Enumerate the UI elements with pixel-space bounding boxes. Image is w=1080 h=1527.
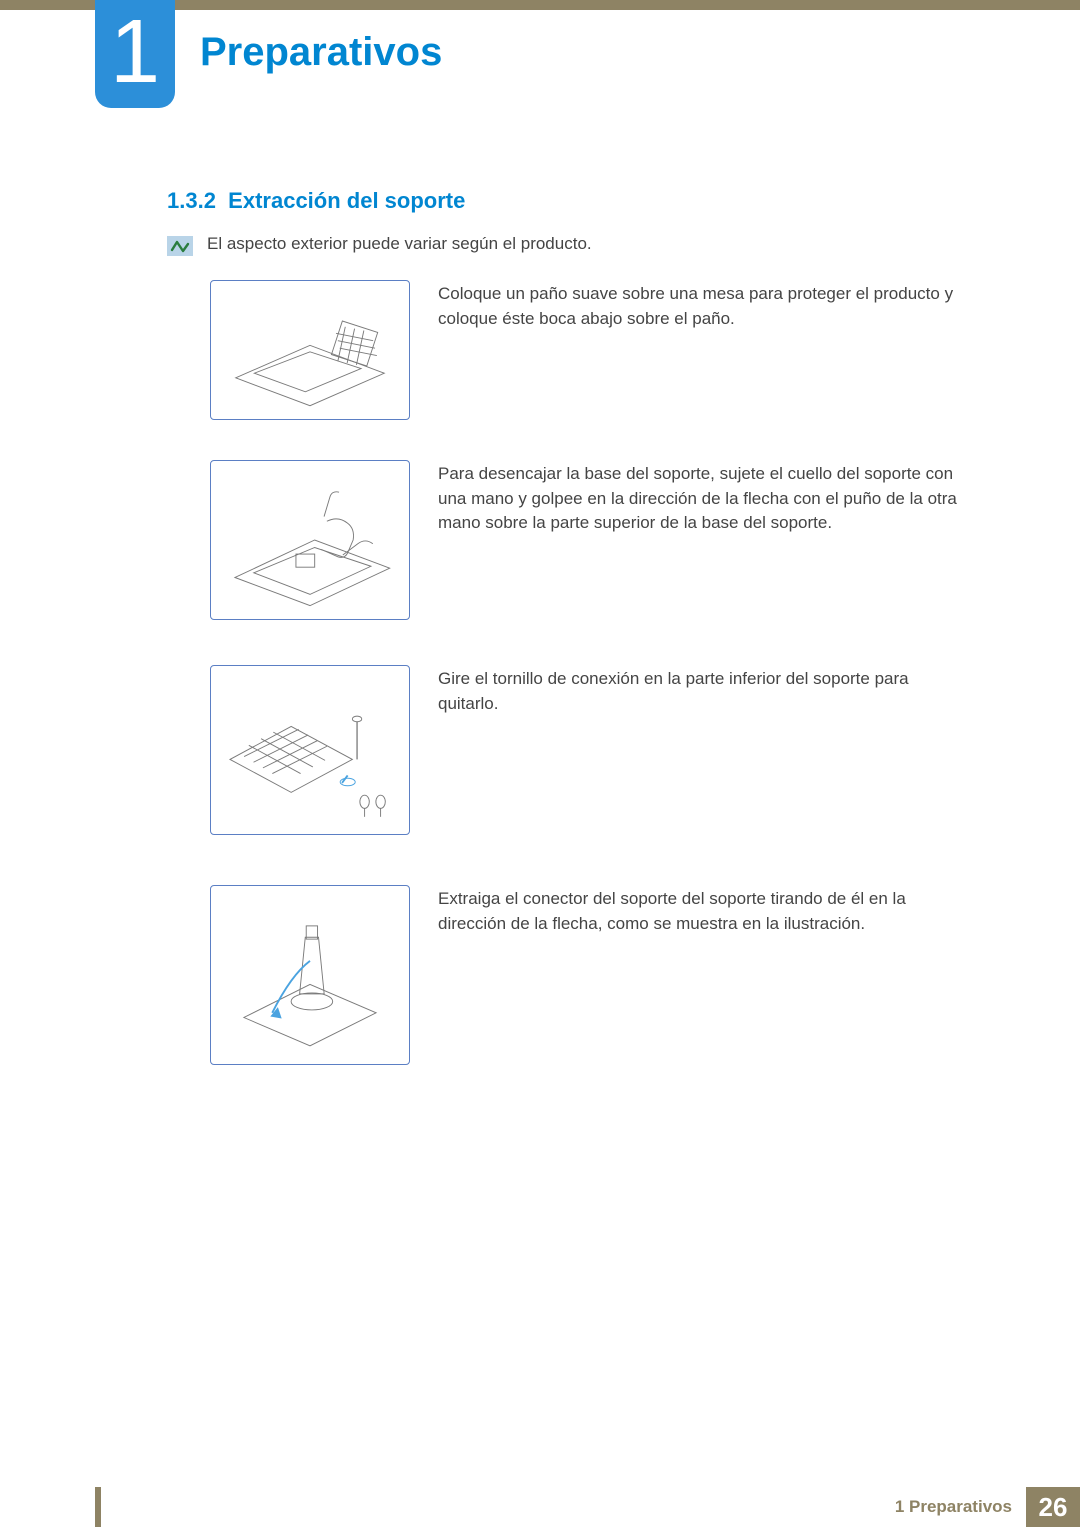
- section-title: Extracción del soporte: [228, 188, 465, 213]
- step-illustration: [210, 280, 410, 420]
- chapter-title: Preparativos: [200, 30, 442, 75]
- step-text: Gire el tornillo de conexión en la parte…: [438, 665, 970, 835]
- footer-accent: [95, 1487, 101, 1527]
- step-illustration: [210, 460, 410, 620]
- note-icon: [167, 236, 193, 256]
- chapter-tab: 1: [95, 0, 175, 108]
- step: Coloque un paño suave sobre una mesa par…: [210, 280, 970, 420]
- step: Extraiga el conector del soporte del sop…: [210, 885, 970, 1065]
- footer-label: 1 Preparativos: [895, 1497, 1026, 1517]
- step-illustration: [210, 665, 410, 835]
- step-text: Para desencajar la base del soporte, suj…: [438, 460, 970, 620]
- footer: 1 Preparativos 26: [0, 1487, 1080, 1527]
- footer-right: 1 Preparativos 26: [895, 1487, 1080, 1527]
- section-heading: 1.3.2 Extracción del soporte: [167, 188, 465, 214]
- section-number: 1.3.2: [167, 188, 216, 213]
- step-text: Coloque un paño suave sobre una mesa par…: [438, 280, 970, 420]
- step-text: Extraiga el conector del soporte del sop…: [438, 885, 970, 1065]
- step: Gire el tornillo de conexión en la parte…: [210, 665, 970, 835]
- page-number: 26: [1026, 1487, 1080, 1527]
- note-text: El aspecto exterior puede variar según e…: [207, 234, 592, 254]
- chapter-number: 1: [110, 7, 160, 97]
- note-row: El aspecto exterior puede variar según e…: [167, 234, 950, 256]
- step-illustration: [210, 885, 410, 1065]
- step: Para desencajar la base del soporte, suj…: [210, 460, 970, 620]
